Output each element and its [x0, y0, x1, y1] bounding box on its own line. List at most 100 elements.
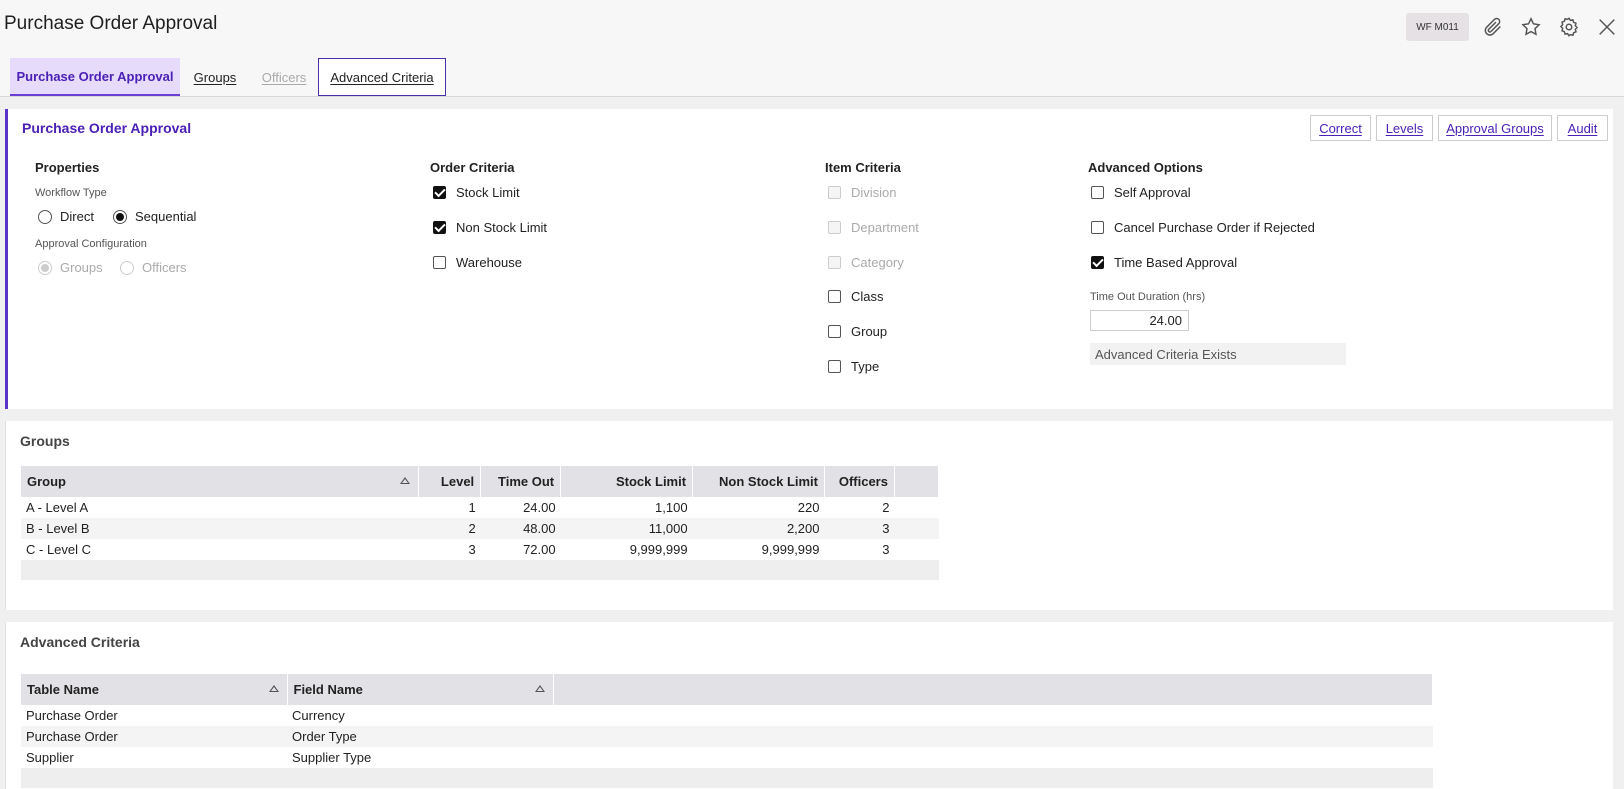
item-criteria-heading: Item Criteria — [825, 160, 901, 175]
order-criteria-heading: Order Criteria — [430, 160, 515, 175]
advanced-criteria-exists-field: Advanced Criteria Exists — [1090, 343, 1346, 365]
empty-row — [21, 560, 939, 580]
cancel-po-label: Cancel Purchase Order if Rejected — [1114, 220, 1315, 235]
groups-radio[interactable]: Groups — [38, 260, 103, 275]
timeout-duration-input[interactable] — [1090, 310, 1189, 331]
cell-table-name: Purchase Order — [26, 708, 118, 723]
class-label: Class — [851, 289, 884, 304]
checkbox-checked-icon — [1091, 256, 1104, 269]
non-stock-limit-checkbox[interactable]: Non Stock Limit — [433, 220, 547, 235]
non-stock-limit-column-header[interactable]: Non Stock Limit — [692, 466, 825, 497]
cell-spacer — [553, 747, 1433, 768]
tab-officers[interactable]: Officers — [261, 69, 307, 85]
sequential-radio[interactable]: Sequential — [113, 209, 196, 224]
class-checkbox[interactable]: Class — [828, 289, 884, 304]
cell-spacer — [894, 518, 939, 539]
groups-table: Group Level Time Out Stock Limit Non Sto… — [21, 466, 940, 580]
field-name-column-header[interactable]: Field Name — [287, 674, 554, 705]
warehouse-checkbox[interactable]: Warehouse — [433, 255, 522, 270]
cell-time-out: 24.00 — [523, 500, 556, 515]
advanced-options-heading: Advanced Options — [1088, 160, 1203, 175]
non-stock-limit-label: Non Stock Limit — [456, 220, 548, 235]
self-approval-checkbox[interactable]: Self Approval — [1091, 185, 1191, 200]
checkbox-icon — [828, 360, 841, 373]
cell-field-name: Order Type — [287, 726, 553, 747]
category-checkbox[interactable]: Category — [828, 255, 904, 270]
panel-title: Purchase Order Approval — [22, 120, 192, 136]
radio-icon — [38, 209, 52, 224]
group-checkbox[interactable]: Group — [828, 324, 887, 339]
table-name-column-header[interactable]: Table Name — [21, 674, 288, 705]
gear-icon[interactable] — [1557, 15, 1581, 39]
department-label: Department — [851, 220, 919, 235]
workflow-type-label: Workflow Type — [35, 187, 107, 199]
cell-officers: 2 — [882, 500, 890, 515]
cell-group: B - Level B — [21, 518, 419, 539]
table-row[interactable]: C - Level C 3 72.00 9,999,999 9,999,999 … — [21, 539, 939, 560]
division-checkbox[interactable]: Division — [828, 185, 897, 200]
properties-heading: Properties — [35, 160, 100, 175]
checkbox-checked-icon — [433, 221, 446, 234]
audit-button[interactable]: Audit — [1557, 115, 1608, 141]
officers-label: Officers — [142, 260, 187, 275]
cell-spacer — [894, 497, 938, 518]
approval-groups-button[interactable]: Approval Groups — [1438, 115, 1552, 141]
cancel-po-checkbox[interactable]: Cancel Purchase Order if Rejected — [1091, 220, 1315, 235]
cell-non-stock-limit: 220 — [797, 500, 820, 515]
cell-group: C - Level C — [26, 542, 92, 557]
groups-title: Groups — [20, 433, 70, 449]
cell-stock-limit: 1,100 — [655, 500, 688, 515]
group-column-header[interactable]: Group — [21, 466, 420, 497]
approval-configuration-label: Approval Configuration — [35, 238, 147, 250]
tab-groups[interactable]: Groups — [193, 69, 237, 85]
correct-button[interactable]: Correct — [1310, 115, 1371, 141]
spacer-column-header — [894, 466, 940, 497]
category-label: Category — [851, 255, 904, 270]
checkbox-icon — [1091, 221, 1104, 234]
sort-asc-icon[interactable] — [534, 685, 545, 692]
close-icon[interactable] — [1595, 15, 1619, 39]
radio-selected-icon — [113, 209, 127, 224]
type-label: Type — [851, 359, 880, 374]
table-row[interactable]: Purchase Order Currency — [21, 705, 1433, 726]
cell-time-out: 72.00 — [523, 542, 556, 557]
groups-label: Groups — [60, 260, 103, 275]
tab-advanced-criteria[interactable]: Advanced Criteria — [318, 58, 446, 96]
sequential-label: Sequential — [135, 209, 197, 224]
warehouse-label: Warehouse — [456, 255, 522, 270]
table-header-row: Group Level Time Out Stock Limit Non Sto… — [21, 466, 940, 497]
radio-icon — [120, 260, 134, 275]
time-based-approval-checkbox[interactable]: Time Based Approval — [1091, 255, 1237, 270]
officers-column-header[interactable]: Officers — [824, 466, 895, 497]
checkbox-icon — [828, 256, 841, 269]
cell-spacer — [553, 705, 1433, 726]
department-checkbox[interactable]: Department — [828, 220, 919, 235]
stock-limit-column-header[interactable]: Stock Limit — [560, 466, 694, 497]
star-icon[interactable] — [1519, 15, 1543, 39]
empty-row — [21, 768, 1433, 788]
sort-asc-icon[interactable] — [268, 685, 279, 692]
sort-asc-icon[interactable] — [400, 477, 411, 484]
officers-radio[interactable]: Officers — [120, 260, 187, 275]
division-label: Division — [851, 185, 897, 200]
direct-radio[interactable]: Direct — [38, 209, 94, 224]
time-out-column-header[interactable]: Time Out — [480, 466, 562, 497]
cell-group: A - Level A — [26, 500, 89, 515]
cell-spacer — [553, 726, 1433, 747]
cell-table-name: Purchase Order — [21, 726, 287, 747]
stock-limit-label: Stock Limit — [456, 185, 520, 200]
table-row[interactable]: B - Level B 2 48.00 11,000 2,200 3 — [21, 518, 939, 539]
stock-limit-checkbox[interactable]: Stock Limit — [433, 185, 520, 200]
table-row[interactable]: Supplier Supplier Type — [21, 747, 1433, 768]
level-column-header[interactable]: Level — [418, 466, 482, 497]
table-row[interactable]: Purchase Order Order Type — [21, 726, 1433, 747]
cell-table-name: Supplier — [26, 750, 74, 765]
radio-selected-icon — [38, 260, 52, 275]
table-row[interactable]: A - Level A 1 24.00 1,100 220 2 — [21, 497, 939, 518]
type-checkbox[interactable]: Type — [828, 359, 879, 374]
tab-purchase-order-approval[interactable]: Purchase Order Approval — [10, 58, 180, 96]
paperclip-icon[interactable] — [1481, 15, 1505, 39]
cell-level: 1 — [468, 500, 476, 515]
time-based-approval-label: Time Based Approval — [1114, 255, 1238, 270]
levels-button[interactable]: Levels — [1376, 115, 1433, 141]
